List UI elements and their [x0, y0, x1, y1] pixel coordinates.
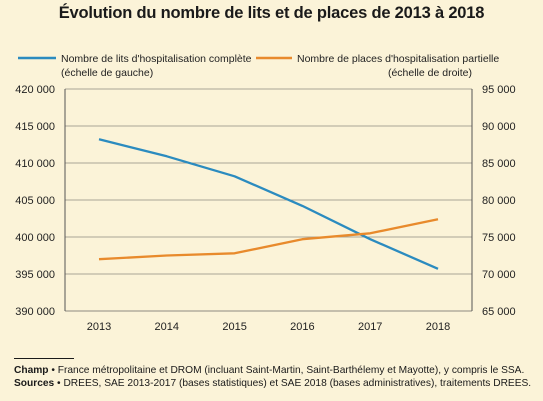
champ-label: Champ [14, 365, 49, 376]
chart-notes: Champ • France métropolitaine et DROM (i… [14, 364, 539, 390]
y-right-tick-label: 75 000 [482, 232, 516, 244]
gridlines [65, 88, 472, 312]
x-tick-label: 2018 [426, 321, 450, 333]
chart-title: Évolution du nombre de lits et de places… [58, 4, 485, 22]
sources-label: Sources [14, 378, 55, 389]
y-right-tick-label: 95 000 [482, 84, 516, 96]
chart-series [98, 138, 439, 270]
notes-divider [14, 358, 74, 359]
y-right-tick-label: 70 000 [482, 269, 516, 281]
legend-axis-note: (échelle de droite) [388, 67, 472, 79]
tick-labels: 390 000 65 000 395 000 70 000 400 000 75 000 4… [15, 84, 515, 333]
y-right-tick-label: 85 000 [482, 158, 516, 170]
y-left-tick-label: 390 000 [15, 306, 55, 318]
y-left-tick-label: 420 000 [15, 84, 55, 96]
x-tick-label: 2016 [290, 321, 314, 333]
line-chart: Nombre de lits d'hospitalisation complèt… [15, 53, 515, 333]
x-tick-label: 2014 [155, 321, 179, 333]
legend-label: Nombre de lits d'hospitalisation complèt… [61, 53, 252, 65]
sources-note: Sources • DREES, SAE 2013-2017 (bases st… [14, 378, 532, 389]
y-right-tick-label: 65 000 [482, 306, 516, 318]
champ-text: France métropolitaine et DROM (incluant … [57, 365, 525, 376]
y-left-tick-label: 415 000 [15, 121, 55, 133]
x-tick-label: 2017 [358, 321, 382, 333]
legend-axis-note: (échelle de gauche) [61, 67, 153, 79]
y-left-tick-label: 395 000 [15, 269, 55, 281]
sources-text: DREES, SAE 2013-2017 (bases statistiques… [63, 378, 532, 389]
series-line [98, 218, 439, 261]
legend-label: Nombre de places d'hospitalisation parti… [297, 53, 499, 65]
chart-legend: Nombre de lits d'hospitalisation complèt… [18, 53, 499, 79]
y-left-tick-label: 410 000 [15, 158, 55, 170]
y-right-tick-label: 90 000 [482, 121, 516, 133]
chart-axes [64, 89, 473, 311]
y-left-tick-label: 405 000 [15, 195, 55, 207]
series-line [98, 138, 439, 270]
x-tick-label: 2013 [87, 321, 111, 333]
champ-note: Champ • France métropolitaine et DROM (i… [14, 365, 525, 376]
x-tick-label: 2015 [222, 321, 246, 333]
y-left-tick-label: 400 000 [15, 232, 55, 244]
y-right-tick-label: 80 000 [482, 195, 516, 207]
